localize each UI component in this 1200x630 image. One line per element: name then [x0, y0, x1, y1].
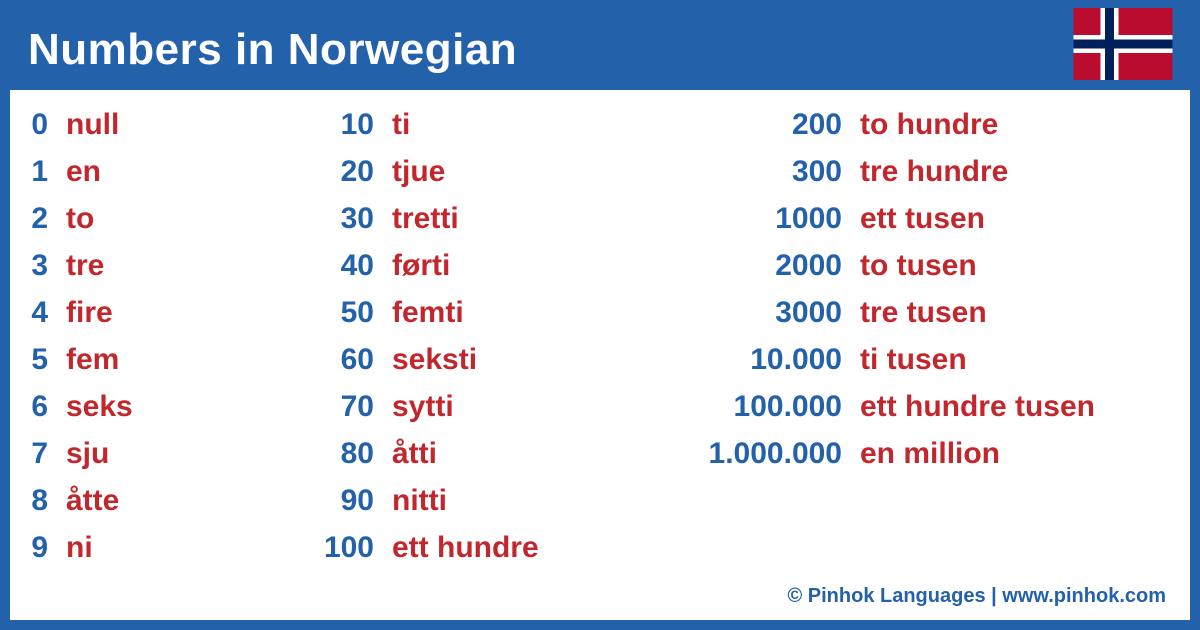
- number-value: 9: [30, 531, 66, 565]
- column-3: 200to hundre 300tre hundre 1000ett tusen…: [660, 108, 1170, 590]
- number-row: 8åtte: [30, 484, 310, 531]
- number-word: ett hundre: [392, 531, 539, 565]
- number-word: to: [66, 202, 94, 236]
- number-word: to hundre: [860, 108, 998, 142]
- column-2: 10ti 20tjue 30tretti 40førti 50femti 60s…: [310, 108, 660, 590]
- number-value: 10.000: [660, 343, 860, 377]
- number-word: ett tusen: [860, 202, 985, 236]
- number-row: 0null: [30, 108, 310, 155]
- number-row: 90nitti: [310, 484, 660, 531]
- header: Numbers in Norwegian: [10, 10, 1190, 90]
- number-row: 300tre hundre: [660, 155, 1170, 202]
- number-row: 7sju: [30, 437, 310, 484]
- page-title: Numbers in Norwegian: [28, 25, 517, 75]
- number-word: nitti: [392, 484, 447, 518]
- number-value: 0: [30, 108, 66, 142]
- number-row: 3000tre tusen: [660, 296, 1170, 343]
- number-row: 10ti: [310, 108, 660, 155]
- number-value: 70: [310, 390, 392, 424]
- number-value: 200: [660, 108, 860, 142]
- number-row: 5fem: [30, 343, 310, 390]
- number-value: 1000: [660, 202, 860, 236]
- number-value: 50: [310, 296, 392, 330]
- number-value: 3: [30, 249, 66, 283]
- number-row: 70sytti: [310, 390, 660, 437]
- card-frame: Numbers in Norwegian 0null 1en 2to 3tre …: [0, 0, 1200, 630]
- number-word: tre: [66, 249, 104, 283]
- number-word: null: [66, 108, 119, 142]
- norway-flag-icon: [1068, 8, 1178, 80]
- number-row: 2to: [30, 202, 310, 249]
- number-value: 30: [310, 202, 392, 236]
- number-value: 7: [30, 437, 66, 471]
- number-word: en million: [860, 437, 1000, 471]
- number-row: 10.000ti tusen: [660, 343, 1170, 390]
- number-row: 6seks: [30, 390, 310, 437]
- number-row: 50femti: [310, 296, 660, 343]
- number-row: 100ett hundre: [310, 531, 660, 578]
- number-row: 80åtti: [310, 437, 660, 484]
- number-word: ti: [392, 108, 410, 142]
- number-value: 3000: [660, 296, 860, 330]
- number-value: 2000: [660, 249, 860, 283]
- column-1: 0null 1en 2to 3tre 4fire 5fem 6seks 7sju…: [30, 108, 310, 590]
- number-word: fire: [66, 296, 113, 330]
- number-value: 80: [310, 437, 392, 471]
- number-value: 100.000: [660, 390, 860, 424]
- number-word: sytti: [392, 390, 454, 424]
- number-word: åtti: [392, 437, 437, 471]
- number-row: 20tjue: [310, 155, 660, 202]
- number-word: tretti: [392, 202, 459, 236]
- number-word: ni: [66, 531, 93, 565]
- number-word: tjue: [392, 155, 445, 189]
- number-word: åtte: [66, 484, 119, 518]
- content: 0null 1en 2to 3tre 4fire 5fem 6seks 7sju…: [10, 90, 1190, 590]
- number-word: seksti: [392, 343, 477, 377]
- number-value: 6: [30, 390, 66, 424]
- number-row: 1en: [30, 155, 310, 202]
- number-word: sju: [66, 437, 109, 471]
- number-row: 3tre: [30, 249, 310, 296]
- number-word: to tusen: [860, 249, 977, 283]
- number-value: 40: [310, 249, 392, 283]
- number-row: 40førti: [310, 249, 660, 296]
- number-row: 100.000ett hundre tusen: [660, 390, 1170, 437]
- number-row: 9ni: [30, 531, 310, 578]
- number-word: førti: [392, 249, 450, 283]
- number-row: 1.000.000en million: [660, 437, 1170, 484]
- number-word: tre tusen: [860, 296, 987, 330]
- number-word: ett hundre tusen: [860, 390, 1095, 424]
- number-row: 200to hundre: [660, 108, 1170, 155]
- number-value: 300: [660, 155, 860, 189]
- number-row: 60seksti: [310, 343, 660, 390]
- number-value: 60: [310, 343, 392, 377]
- number-value: 90: [310, 484, 392, 518]
- number-word: tre hundre: [860, 155, 1008, 189]
- number-row: 30tretti: [310, 202, 660, 249]
- number-value: 10: [310, 108, 392, 142]
- number-word: ti tusen: [860, 343, 967, 377]
- number-value: 20: [310, 155, 392, 189]
- footer-credit: © Pinhok Languages | www.pinhok.com: [787, 585, 1166, 608]
- number-word: en: [66, 155, 101, 189]
- number-word: femti: [392, 296, 464, 330]
- number-row: 4fire: [30, 296, 310, 343]
- number-value: 4: [30, 296, 66, 330]
- number-value: 5: [30, 343, 66, 377]
- number-word: seks: [66, 390, 133, 424]
- number-value: 8: [30, 484, 66, 518]
- number-value: 2: [30, 202, 66, 236]
- number-word: fem: [66, 343, 119, 377]
- number-row: 1000ett tusen: [660, 202, 1170, 249]
- number-value: 1.000.000: [660, 437, 860, 471]
- number-value: 100: [310, 531, 392, 565]
- number-row: 2000to tusen: [660, 249, 1170, 296]
- number-value: 1: [30, 155, 66, 189]
